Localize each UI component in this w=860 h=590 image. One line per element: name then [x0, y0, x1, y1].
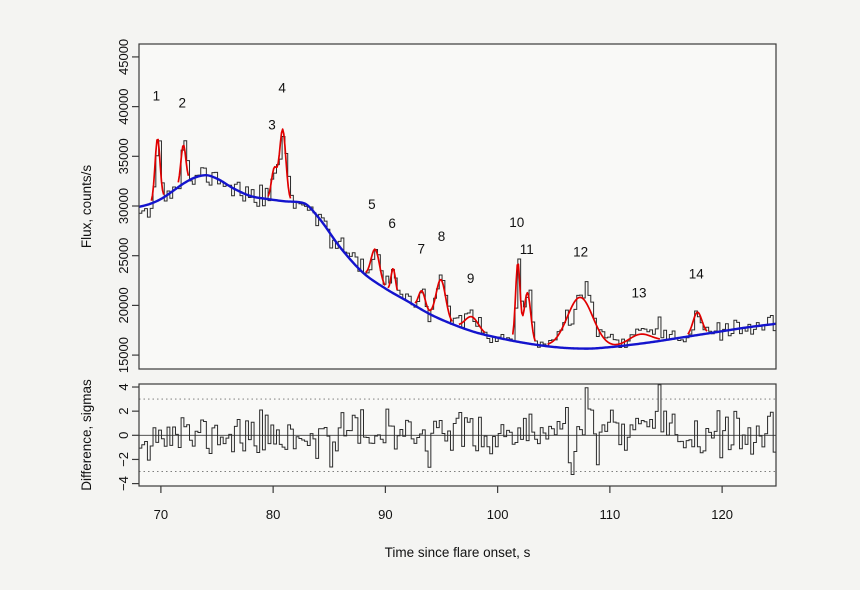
- x-axis-title: Time since flare onset, s: [385, 545, 531, 560]
- peak-label-9: 9: [467, 271, 475, 286]
- peak-label-3: 3: [268, 117, 276, 132]
- peak-label-2: 2: [178, 96, 186, 111]
- peak-label-5: 5: [368, 197, 376, 212]
- flux-tick-label-25000: 25000: [116, 238, 131, 274]
- flux-panel-data: [139, 128, 776, 350]
- residual-tick-label-2: 2: [116, 408, 131, 415]
- peak-label-12: 12: [573, 245, 588, 260]
- peak-label-8: 8: [438, 229, 446, 244]
- flux-tick-label-15000: 15000: [116, 337, 131, 373]
- peak-label-14: 14: [689, 267, 705, 282]
- gaussian-fit-segment: [267, 128, 292, 199]
- gaussian-fit-segment: [511, 263, 537, 342]
- flux-tick-label-30000: 30000: [116, 188, 131, 224]
- gaussian-fit-segment: [365, 248, 386, 286]
- peak-label-10: 10: [509, 215, 524, 230]
- x-tick-label-90: 90: [378, 507, 392, 522]
- x-tick-label-70: 70: [154, 507, 168, 522]
- peak-label-11: 11: [520, 242, 534, 257]
- residual-axis-title: Difference, sigmas: [79, 379, 94, 491]
- gaussian-fit-segment: [177, 144, 190, 183]
- observed-light-curve: [139, 136, 776, 349]
- residual-tick-label-4: 4: [116, 383, 131, 390]
- gaussian-fit-segment: [547, 296, 660, 346]
- x-tick-label-80: 80: [266, 507, 280, 522]
- peak-label-1: 1: [153, 89, 161, 104]
- flux-tick-label-45000: 45000: [116, 39, 131, 75]
- x-tick-label-100: 100: [487, 507, 509, 522]
- x-tick-label-110: 110: [600, 507, 621, 522]
- background-trend-line: [139, 173, 776, 350]
- gaussian-fit-segment: [414, 278, 453, 322]
- residual-series: [139, 384, 776, 475]
- peak-label-13: 13: [632, 285, 647, 300]
- axes: 70 80 90 100 110 1201500020000250003000035000…: [79, 39, 733, 560]
- flux-axis-title: Flux, counts/s: [79, 165, 94, 249]
- flux-tick-label-40000: 40000: [116, 89, 131, 125]
- gaussian-fit-segment: [150, 138, 165, 201]
- peak-label-6: 6: [388, 216, 396, 231]
- residual-panel-data: [139, 384, 776, 475]
- residual-tick-label--4: −4: [116, 476, 131, 491]
- gaussian-fit-segment: [387, 267, 399, 291]
- flux-tick-label-20000: 20000: [116, 287, 131, 323]
- residual-tick-label-0: 0: [116, 432, 131, 439]
- x-tick-label-120: 120: [711, 507, 733, 522]
- peak-label-4: 4: [278, 81, 286, 96]
- gaussian-fit-segment: [458, 315, 486, 334]
- flux-panel-background: [139, 44, 776, 369]
- peak-label-7: 7: [418, 242, 426, 257]
- gaussian-fit-segment: [687, 311, 708, 335]
- flux-tick-label-35000: 35000: [116, 138, 131, 174]
- residual-tick-label--2: −2: [116, 452, 131, 467]
